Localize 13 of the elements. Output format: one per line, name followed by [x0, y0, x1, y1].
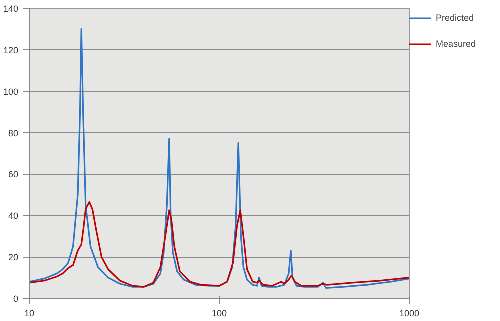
legend-label: Measured: [436, 39, 476, 49]
y-tick-label: 80: [8, 128, 19, 138]
x-tick-label: 1000: [399, 308, 420, 318]
y-tick-label: 60: [8, 170, 19, 180]
y-tick-label: 20: [8, 252, 19, 263]
x-tick-label: 100: [212, 308, 228, 318]
y-tick-label: 0: [13, 294, 19, 304]
x-tick-label: 10: [24, 308, 35, 318]
legend-label: Predicted: [436, 13, 474, 23]
y-tick-label: 100: [3, 86, 19, 97]
y-tick-label: 140: [3, 4, 19, 14]
y-tick-label: 40: [8, 211, 19, 222]
y-tick-label: 120: [3, 45, 19, 56]
